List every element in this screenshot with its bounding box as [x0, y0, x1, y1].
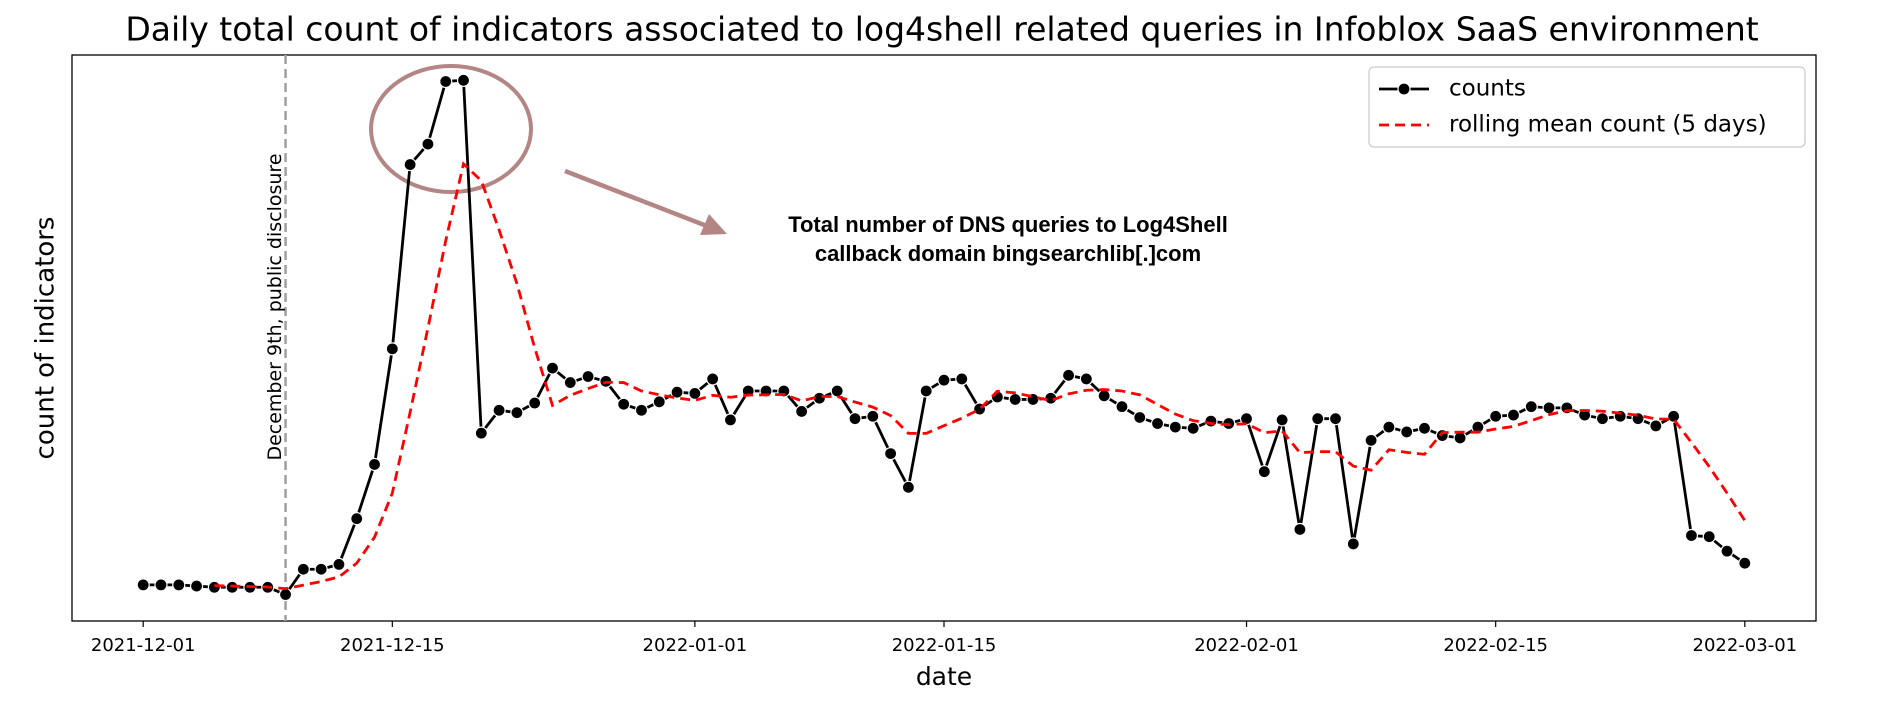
data-point: [1738, 556, 1752, 570]
x-tick-label: 2021-12-01: [91, 635, 196, 656]
data-point: [1168, 420, 1182, 434]
callout-text: callback domain bingsearchlib[.]com: [815, 241, 1201, 266]
data-point: [1649, 419, 1663, 433]
data-point: [884, 447, 898, 461]
data-point: [350, 512, 364, 526]
data-point: [385, 342, 399, 356]
callout-arrow: [564, 168, 713, 231]
data-point: [563, 375, 577, 390]
data-point: [421, 137, 435, 151]
data-point: [474, 426, 488, 440]
data-point: [1453, 431, 1467, 445]
data-point: [278, 587, 293, 602]
data-point: [1400, 425, 1414, 439]
data-point: [492, 403, 506, 417]
x-tick-label: 2022-01-15: [892, 635, 997, 656]
data-point: [1328, 412, 1343, 426]
data-point: [367, 457, 382, 472]
data-point: [1702, 530, 1716, 544]
data-point: [1097, 389, 1111, 403]
data-point: [189, 579, 204, 593]
data-point: [1150, 416, 1165, 431]
data-point: [1311, 412, 1325, 426]
data-point: [207, 580, 221, 594]
callout-arrowhead: [700, 214, 727, 235]
x-tick-label: 2022-01-01: [643, 635, 748, 656]
data-point: [1524, 400, 1538, 414]
y-axis-label: count of indicators: [31, 217, 61, 460]
data-point: [723, 413, 738, 427]
x-tick-label: 2022-02-01: [1194, 635, 1299, 656]
data-point: [1293, 522, 1307, 537]
data-point: [403, 157, 417, 172]
data-point: [1542, 401, 1556, 415]
data-point: [545, 361, 560, 375]
data-point: [314, 562, 328, 576]
data-point: [510, 406, 524, 420]
data-point: [456, 73, 471, 87]
data-point: [652, 395, 666, 409]
x-tick-label: 2022-03-01: [1693, 635, 1798, 656]
data-point: [1506, 408, 1521, 422]
data-point: [1079, 372, 1093, 386]
data-point: [1667, 409, 1681, 423]
data-point: [901, 480, 916, 494]
data-point: [688, 386, 702, 400]
data-point: [830, 384, 844, 398]
series-line: [214, 161, 1746, 591]
data-point: [617, 397, 631, 411]
legend-label: rolling mean count (5 days): [1449, 112, 1767, 138]
data-point: [439, 74, 453, 89]
data-point: [1489, 409, 1503, 423]
x-tick-label: 2021-12-15: [340, 635, 445, 656]
legend-box: [1368, 66, 1806, 148]
x-axis-label: date: [916, 662, 972, 691]
data-point: [937, 373, 951, 387]
data-point: [1204, 414, 1218, 428]
data-point: [1275, 413, 1289, 427]
data-point: [1133, 410, 1147, 425]
data-point: [1417, 421, 1432, 435]
highlight-ellipse: [369, 64, 533, 194]
data-point: [848, 412, 862, 426]
legend-marker: [1397, 82, 1411, 96]
data-point: [136, 578, 150, 592]
data-point: [866, 409, 880, 423]
data-point: [172, 578, 186, 592]
data-point: [296, 562, 310, 576]
data-point: [581, 369, 595, 384]
data-point: [919, 384, 933, 398]
annotation-text: December 9th, public disclosure: [264, 153, 286, 460]
data-point: [1257, 465, 1271, 479]
x-tick-label: 2022-02-15: [1443, 635, 1548, 656]
data-point: [1061, 368, 1076, 382]
chart-title: Daily total count of indicators associat…: [125, 10, 1758, 49]
data-point: [1186, 421, 1200, 435]
data-point: [670, 385, 684, 399]
data-point: [332, 557, 346, 572]
data-point: [154, 578, 168, 592]
data-point: [706, 372, 720, 386]
data-point: [1346, 537, 1360, 551]
data-point: [955, 372, 969, 386]
data-point: [1578, 408, 1592, 422]
callout-text: Total number of DNS queries to Log4Shell: [788, 212, 1228, 237]
data-point: [1382, 420, 1396, 434]
data-point: [528, 396, 542, 410]
data-point: [1684, 528, 1699, 543]
data-point: [1595, 412, 1610, 426]
data-point: [1008, 392, 1022, 407]
data-point: [1364, 433, 1378, 447]
data-point: [1115, 400, 1129, 414]
data-point: [795, 404, 809, 419]
data-point: [1720, 544, 1734, 558]
data-point: [634, 403, 649, 417]
legend-label: counts: [1449, 76, 1526, 102]
